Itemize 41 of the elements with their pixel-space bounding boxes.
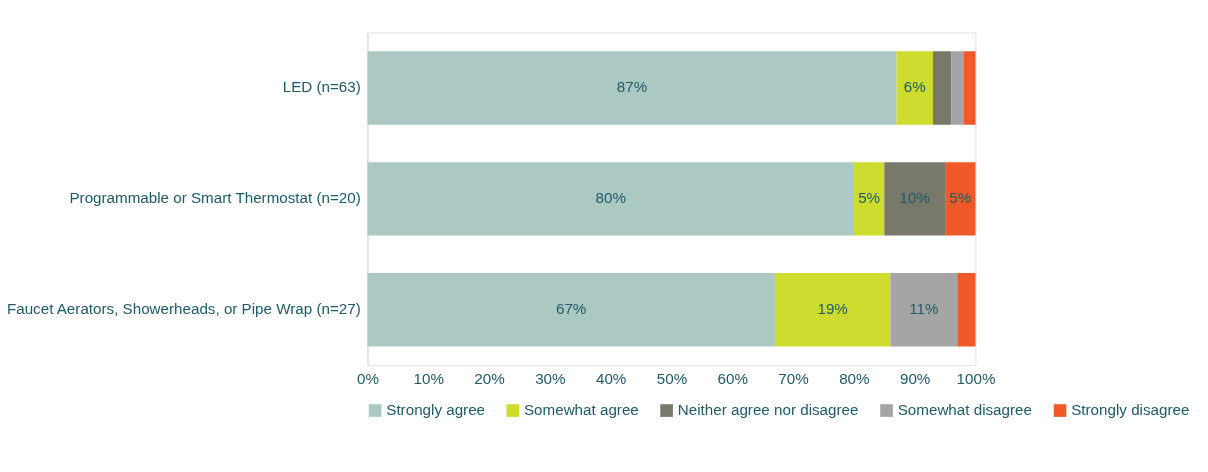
data-label: 80% [595,189,626,207]
bar [945,162,976,236]
x-tick-label: 70% [778,370,809,388]
legend-label: Strongly agree [386,401,486,419]
y-tick-label: Programmable or Smart Thermostat (n=20) [69,189,361,207]
y-tick-label: Faucet Aerators, Showerheads, or Pipe Wrap (n=27) [6,300,361,318]
x-tick-label: 80% [839,370,870,388]
x-tick-label: 40% [595,370,627,388]
x-tick-label: 30% [535,370,566,388]
bar [932,51,952,125]
bar [367,162,854,236]
x-tick-label: 100% [956,370,996,388]
bar [774,273,891,347]
x-tick-label: 90% [899,370,931,388]
legend-label: Strongly disagree [1071,401,1190,419]
y-tick-label: LED (n=63) [282,78,361,96]
x-tick-label: 60% [717,370,748,388]
data-label: 5% [858,189,881,207]
bar [890,273,958,347]
data-label: 87% [616,78,648,96]
legend-label: Somewhat agree [523,401,639,419]
bar [963,51,976,125]
bar [896,51,933,125]
data-label: 5% [949,189,972,207]
bar [367,273,775,347]
bar [957,273,976,347]
bar [367,51,897,125]
legend-label: Neither agree nor disagree [677,401,859,419]
legend-label: Somewhat disagree [897,401,1032,419]
bar [884,162,946,236]
x-tick-label: 20% [474,370,505,388]
x-tick-label: 50% [656,370,688,388]
bar [853,162,885,236]
bar [951,51,964,125]
data-label: 6% [903,78,926,96]
data-label: 11% [909,300,939,318]
x-tick-label: 0% [356,370,379,388]
x-tick-label: 10% [413,370,444,388]
data-label: 19% [817,300,848,318]
data-label: 10% [899,189,930,207]
data-label: 67% [555,300,587,318]
